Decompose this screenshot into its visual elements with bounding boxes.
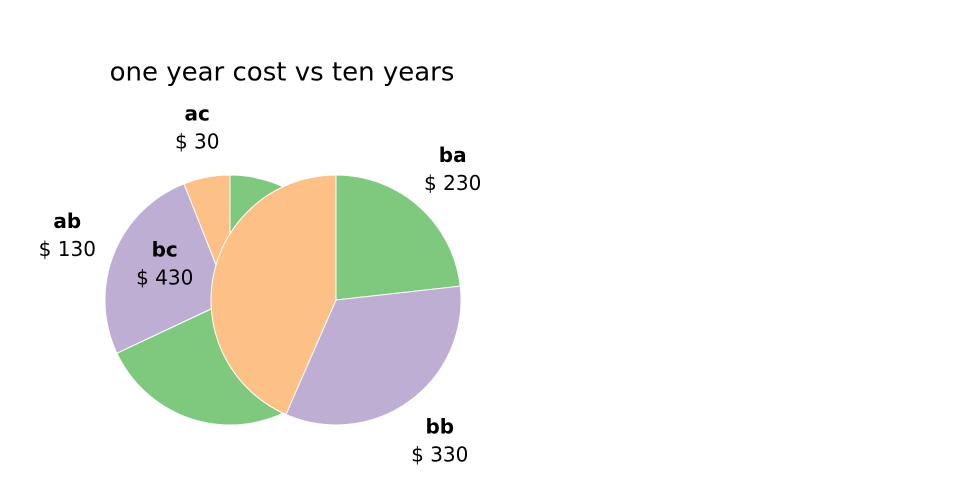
pie-slice xyxy=(210,174,337,416)
chart-title: one year cost vs ten years xyxy=(110,58,455,88)
slice-name: bb xyxy=(425,414,454,438)
slice-name: ac xyxy=(185,102,210,126)
slice-name: bc xyxy=(152,238,178,262)
pie-slice xyxy=(285,285,462,426)
pie-slice xyxy=(104,183,231,354)
pie-slice xyxy=(335,174,461,301)
slice-value: $ 230 xyxy=(424,171,481,195)
slice-value: $ 130 xyxy=(39,237,96,261)
slice-value: $ 30 xyxy=(175,130,220,154)
slice-name: ba xyxy=(439,143,467,167)
slice-value: $ 430 xyxy=(136,266,193,290)
slice-value: $ 330 xyxy=(411,442,468,466)
slice-name: ab xyxy=(53,209,81,233)
